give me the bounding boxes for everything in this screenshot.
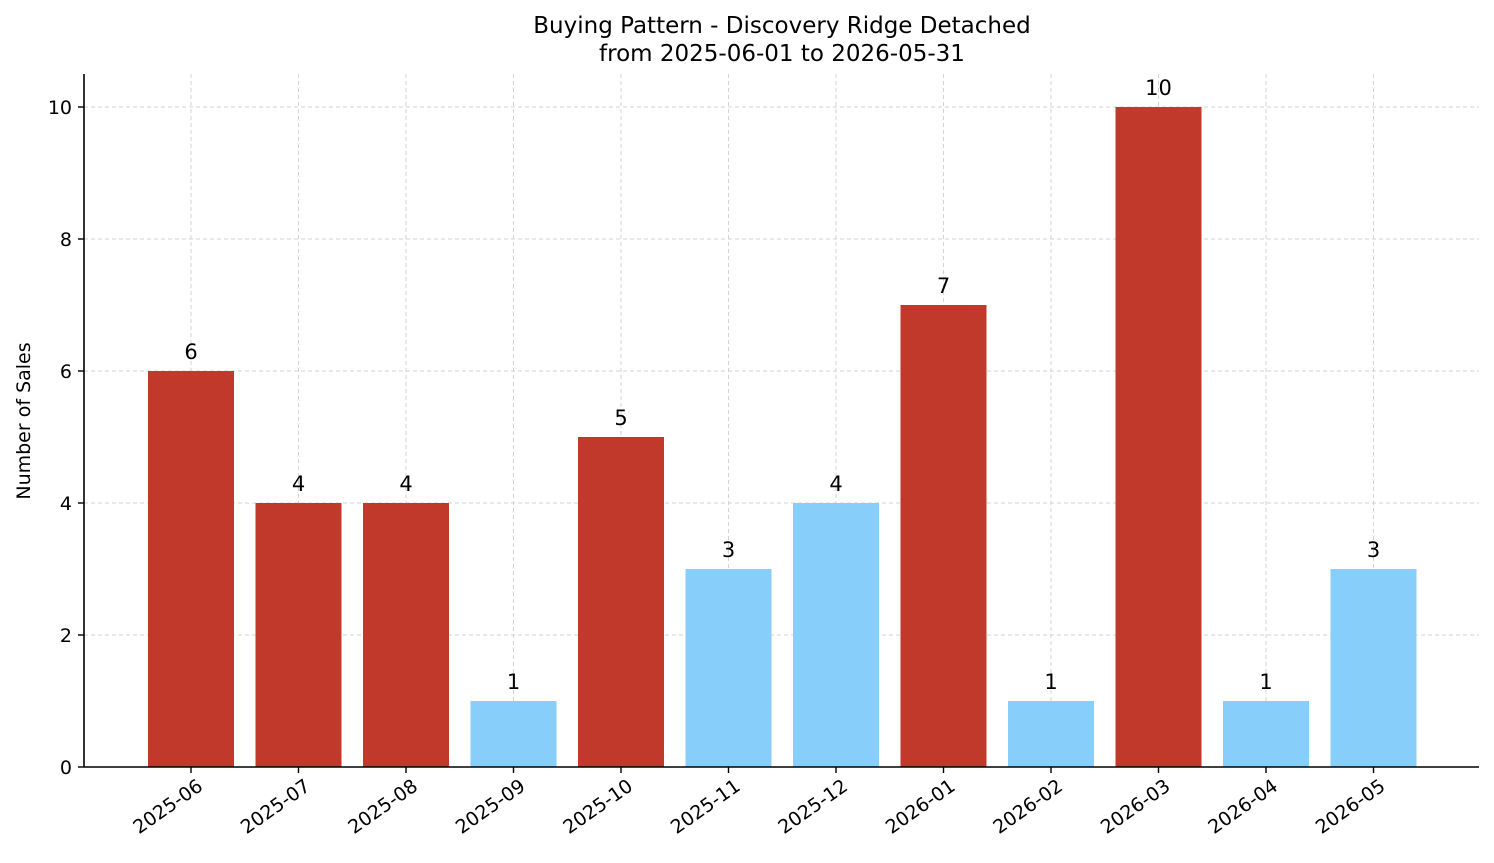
bar-value-label: 10 [1145, 76, 1172, 100]
bar-2025-10 [578, 437, 664, 767]
bar-2026-03 [1115, 107, 1202, 767]
bar-2025-12 [793, 503, 879, 767]
x-tick-label: 2026-02 [989, 775, 1067, 839]
bar-value-label: 4 [829, 472, 842, 496]
bar-2025-08 [363, 503, 449, 767]
bar-value-label: 4 [399, 472, 412, 496]
x-tick-label: 2025-07 [237, 775, 315, 839]
bar-value-label: 5 [614, 406, 627, 430]
y-tick-label: 0 [60, 757, 72, 779]
bar-2025-11 [685, 569, 772, 767]
bar-2026-01 [900, 305, 987, 767]
bar-2026-02 [1008, 701, 1094, 767]
bar-value-label: 1 [507, 670, 520, 694]
x-tick-label: 2025-08 [344, 775, 422, 839]
bar-value-label: 3 [722, 538, 735, 562]
bar-label-layer: 6 4 4 1 5 3 4 7 1 10 1 3 [184, 76, 1380, 694]
x-tick-label: 2025-09 [452, 775, 530, 839]
y-axis-label: Number of Sales [13, 342, 35, 499]
bar-2025-07 [255, 503, 342, 767]
y-tick-label: 4 [60, 493, 72, 515]
x-tick-label: 2026-01 [882, 775, 960, 839]
chart-title: Buying Pattern - Discovery Ridge Detache… [533, 13, 1030, 39]
x-tick-label: 2025-10 [559, 775, 637, 839]
x-tick-label: 2025-11 [667, 775, 745, 839]
x-tick-label: 2026-05 [1312, 775, 1390, 839]
x-tick-label: 2025-06 [129, 775, 207, 839]
x-tick-label: 2026-03 [1097, 775, 1175, 839]
bar-layer [148, 107, 1417, 767]
bar-2026-04 [1223, 701, 1309, 767]
y-tick-label: 10 [48, 97, 72, 119]
bar-value-label: 3 [1367, 538, 1380, 562]
y-tick-label: 8 [60, 229, 72, 251]
x-tick-label: 2026-04 [1204, 775, 1282, 839]
y-tick-label: 6 [60, 361, 72, 383]
bar-value-label: 1 [1044, 670, 1057, 694]
bar-value-label: 7 [937, 274, 950, 298]
bar-2026-05 [1330, 569, 1417, 767]
bar-2025-09 [470, 701, 557, 767]
bar-value-label: 1 [1259, 670, 1272, 694]
chart-subtitle: from 2025-06-01 to 2026-05-31 [599, 41, 965, 67]
bar-value-label: 4 [292, 472, 305, 496]
y-tick-label: 2 [60, 625, 72, 647]
x-tick-label: 2025-12 [774, 775, 852, 839]
bar-value-label: 6 [184, 340, 197, 364]
bar-2025-06 [148, 371, 234, 767]
